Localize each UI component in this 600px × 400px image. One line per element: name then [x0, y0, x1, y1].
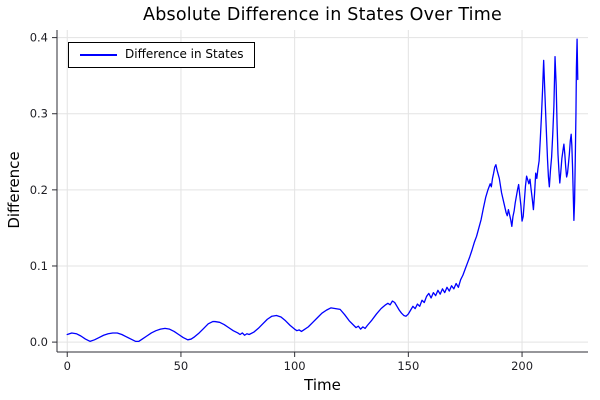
x-tick-label: 200 — [511, 359, 533, 373]
y-tick-label: 0.3 — [30, 107, 48, 121]
x-tick-label: 150 — [397, 359, 419, 373]
tick-labels: 0 50 100 150 200 0.0 0.1 0.2 0.3 0.4 — [30, 31, 533, 373]
axis-spines — [56, 30, 588, 353]
x-axis-label: Time — [304, 376, 341, 394]
axis-ticks — [52, 37, 523, 357]
x-tick-label: 100 — [284, 359, 306, 373]
series-line-difference-in-states — [66, 38, 579, 342]
legend-series-line-sample — [80, 54, 117, 56]
x-tick-label: 50 — [174, 359, 189, 373]
legend-series-label: Difference in States — [125, 47, 244, 61]
y-tick-label: 0.0 — [30, 335, 48, 349]
y-tick-label: 0.2 — [30, 183, 48, 197]
x-tick-label: 0 — [64, 359, 71, 373]
grid-lines — [57, 30, 588, 352]
legend-box: Difference in States — [68, 42, 256, 68]
chart-title: Absolute Difference in States Over Time — [143, 5, 502, 25]
y-tick-label: 0.1 — [30, 259, 48, 273]
y-axis-label: Difference — [5, 151, 23, 229]
y-tick-label: 0.4 — [30, 31, 48, 45]
